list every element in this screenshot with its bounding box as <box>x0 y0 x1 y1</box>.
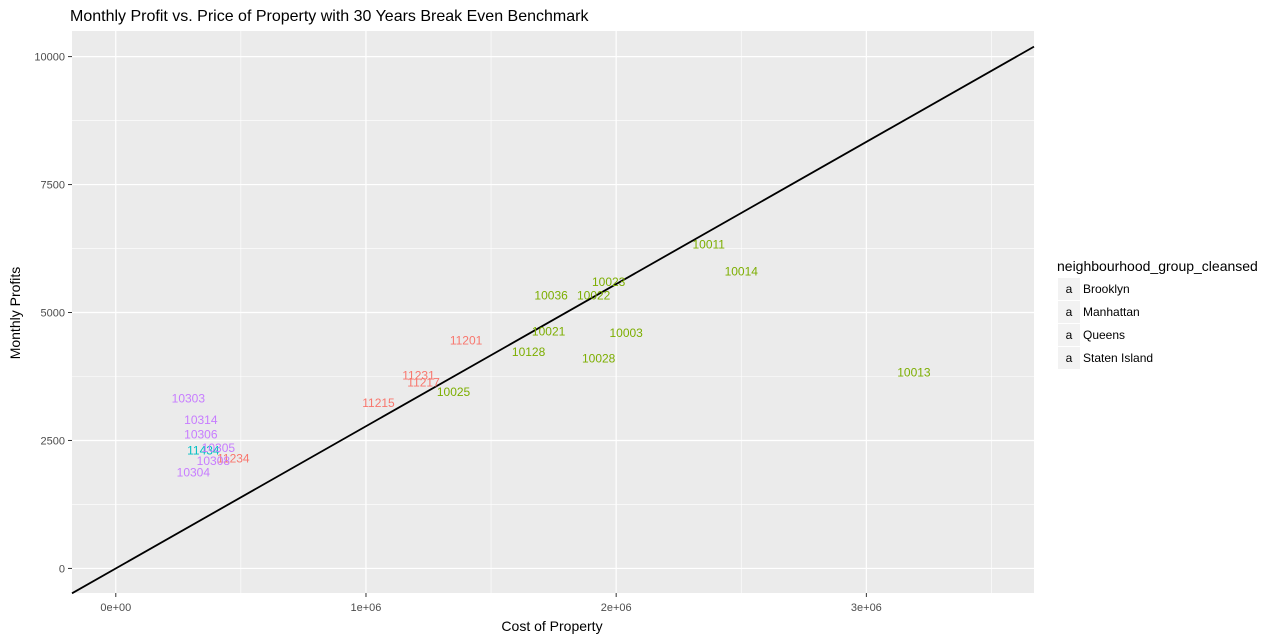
point-label: 11201 <box>450 334 483 348</box>
legend-glyph: a <box>1066 328 1073 342</box>
y-tick-label: 5000 <box>41 308 65 320</box>
x-axis-ticks: 0e+00 1e+06 2e+06 3e+06 <box>100 593 882 614</box>
point-label: 11231 <box>402 368 435 382</box>
point-label: 10314 <box>184 413 218 427</box>
y-tick-label: 7500 <box>41 180 65 192</box>
point-label: 10021 <box>532 324 566 338</box>
benchmark-line <box>71 45 1035 595</box>
legend-entry-label: Staten Island <box>1083 351 1153 365</box>
point-label: 11234 <box>217 451 250 465</box>
point-label: 10304 <box>177 466 211 480</box>
x-tick-label: 3e+06 <box>851 602 882 614</box>
point-label: 11215 <box>362 396 395 410</box>
legend-glyph: a <box>1066 282 1073 296</box>
legend-key <box>1058 324 1080 346</box>
legend-entry-label: Brooklyn <box>1083 282 1130 296</box>
y-axis-label: Monthly Profits <box>7 267 23 360</box>
point-label: 10305 <box>202 441 236 455</box>
point-label: 10011 <box>693 237 726 251</box>
point-label: 10013 <box>897 365 931 379</box>
y-tick-label: 10000 <box>34 52 65 64</box>
legend-key <box>1058 301 1080 323</box>
y-tick-label: 0 <box>59 563 65 575</box>
major-gridlines <box>72 31 1034 593</box>
point-label: 11217 <box>407 376 440 390</box>
point-label: 10028 <box>582 352 616 366</box>
x-tick-label: 0e+00 <box>100 602 131 614</box>
point-label: 10036 <box>534 289 568 303</box>
y-axis-ticks: 0 2500 5000 7500 10000 <box>34 52 72 575</box>
break-even-benchmark <box>71 45 1035 595</box>
x-axis-label: Cost of Property <box>501 618 602 634</box>
point-label: 10023 <box>592 275 626 289</box>
x-tick-label: 2e+06 <box>601 602 632 614</box>
point-label: 10025 <box>437 385 471 399</box>
point-label: 10306 <box>184 427 218 441</box>
point-label: 10128 <box>512 345 546 359</box>
point-label: 10022 <box>577 289 611 303</box>
point-label: 10308 <box>197 454 231 468</box>
point-label: 10014 <box>725 265 759 279</box>
legend-entry-label: Queens <box>1083 328 1125 342</box>
point-label: 10303 <box>172 392 206 406</box>
legend-entry-label: Manhattan <box>1083 305 1140 319</box>
y-tick-label: 2500 <box>41 435 65 447</box>
chart-title: Monthly Profit vs. Price of Property wit… <box>70 8 589 25</box>
point-label: 11434 <box>187 444 220 458</box>
x-tick-label: 1e+06 <box>351 602 382 614</box>
legend-title: neighbourhood_group_cleansed <box>1057 258 1258 274</box>
legend-glyph: a <box>1066 305 1073 319</box>
point-label: 10003 <box>609 326 643 340</box>
legend-key <box>1058 278 1080 300</box>
legend-key <box>1058 347 1080 369</box>
legend-glyph: a <box>1066 351 1073 365</box>
